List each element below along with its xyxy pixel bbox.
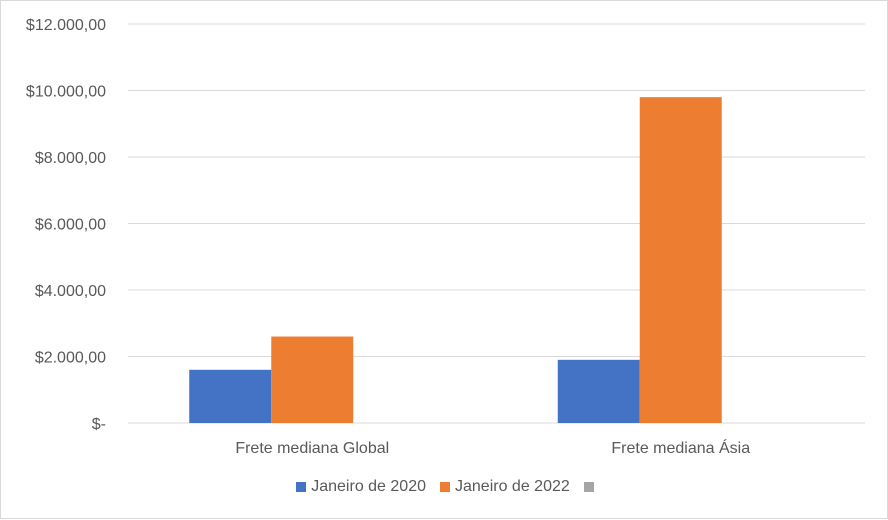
legend-label: Janeiro de 2020: [311, 478, 426, 495]
y-tick-label: $-: [92, 416, 106, 433]
bar: [189, 369, 272, 423]
legend-item: [583, 482, 594, 492]
bar: [639, 97, 722, 424]
legend-label: Janeiro de 2022: [455, 478, 570, 495]
x-axis-category-labels: Frete mediana Global Frete mediana Ásia: [235, 438, 750, 457]
y-tick-label: $4.000,00: [35, 283, 106, 300]
legend-item: Janeiro de 2020: [296, 478, 426, 496]
category-label: Frete mediana Ásia: [611, 438, 750, 457]
legend-swatch: [583, 482, 594, 492]
y-tick-label: $12.000,00: [26, 17, 106, 34]
bar: [271, 336, 354, 423]
y-tick-label: $2.000,00: [35, 350, 106, 367]
legend-swatch: [440, 482, 450, 492]
bar: [557, 359, 640, 423]
gridlines: [128, 23, 865, 424]
legend-swatch: [296, 482, 307, 492]
y-tick-label: $8.000,00: [35, 150, 106, 167]
bars: [189, 97, 722, 424]
legend-item: Janeiro de 2022: [440, 478, 570, 496]
y-axis-tick-labels: $- $2.000,00 $4.000,00 $6.000,00 $8.000,00 $1…: [26, 17, 106, 433]
legend: Janeiro de 2020 Janeiro de 2022: [1, 478, 888, 496]
y-tick-label: $10.000,00: [26, 84, 106, 101]
y-tick-label: $6.000,00: [35, 217, 106, 234]
category-label: Frete mediana Global: [235, 440, 389, 457]
